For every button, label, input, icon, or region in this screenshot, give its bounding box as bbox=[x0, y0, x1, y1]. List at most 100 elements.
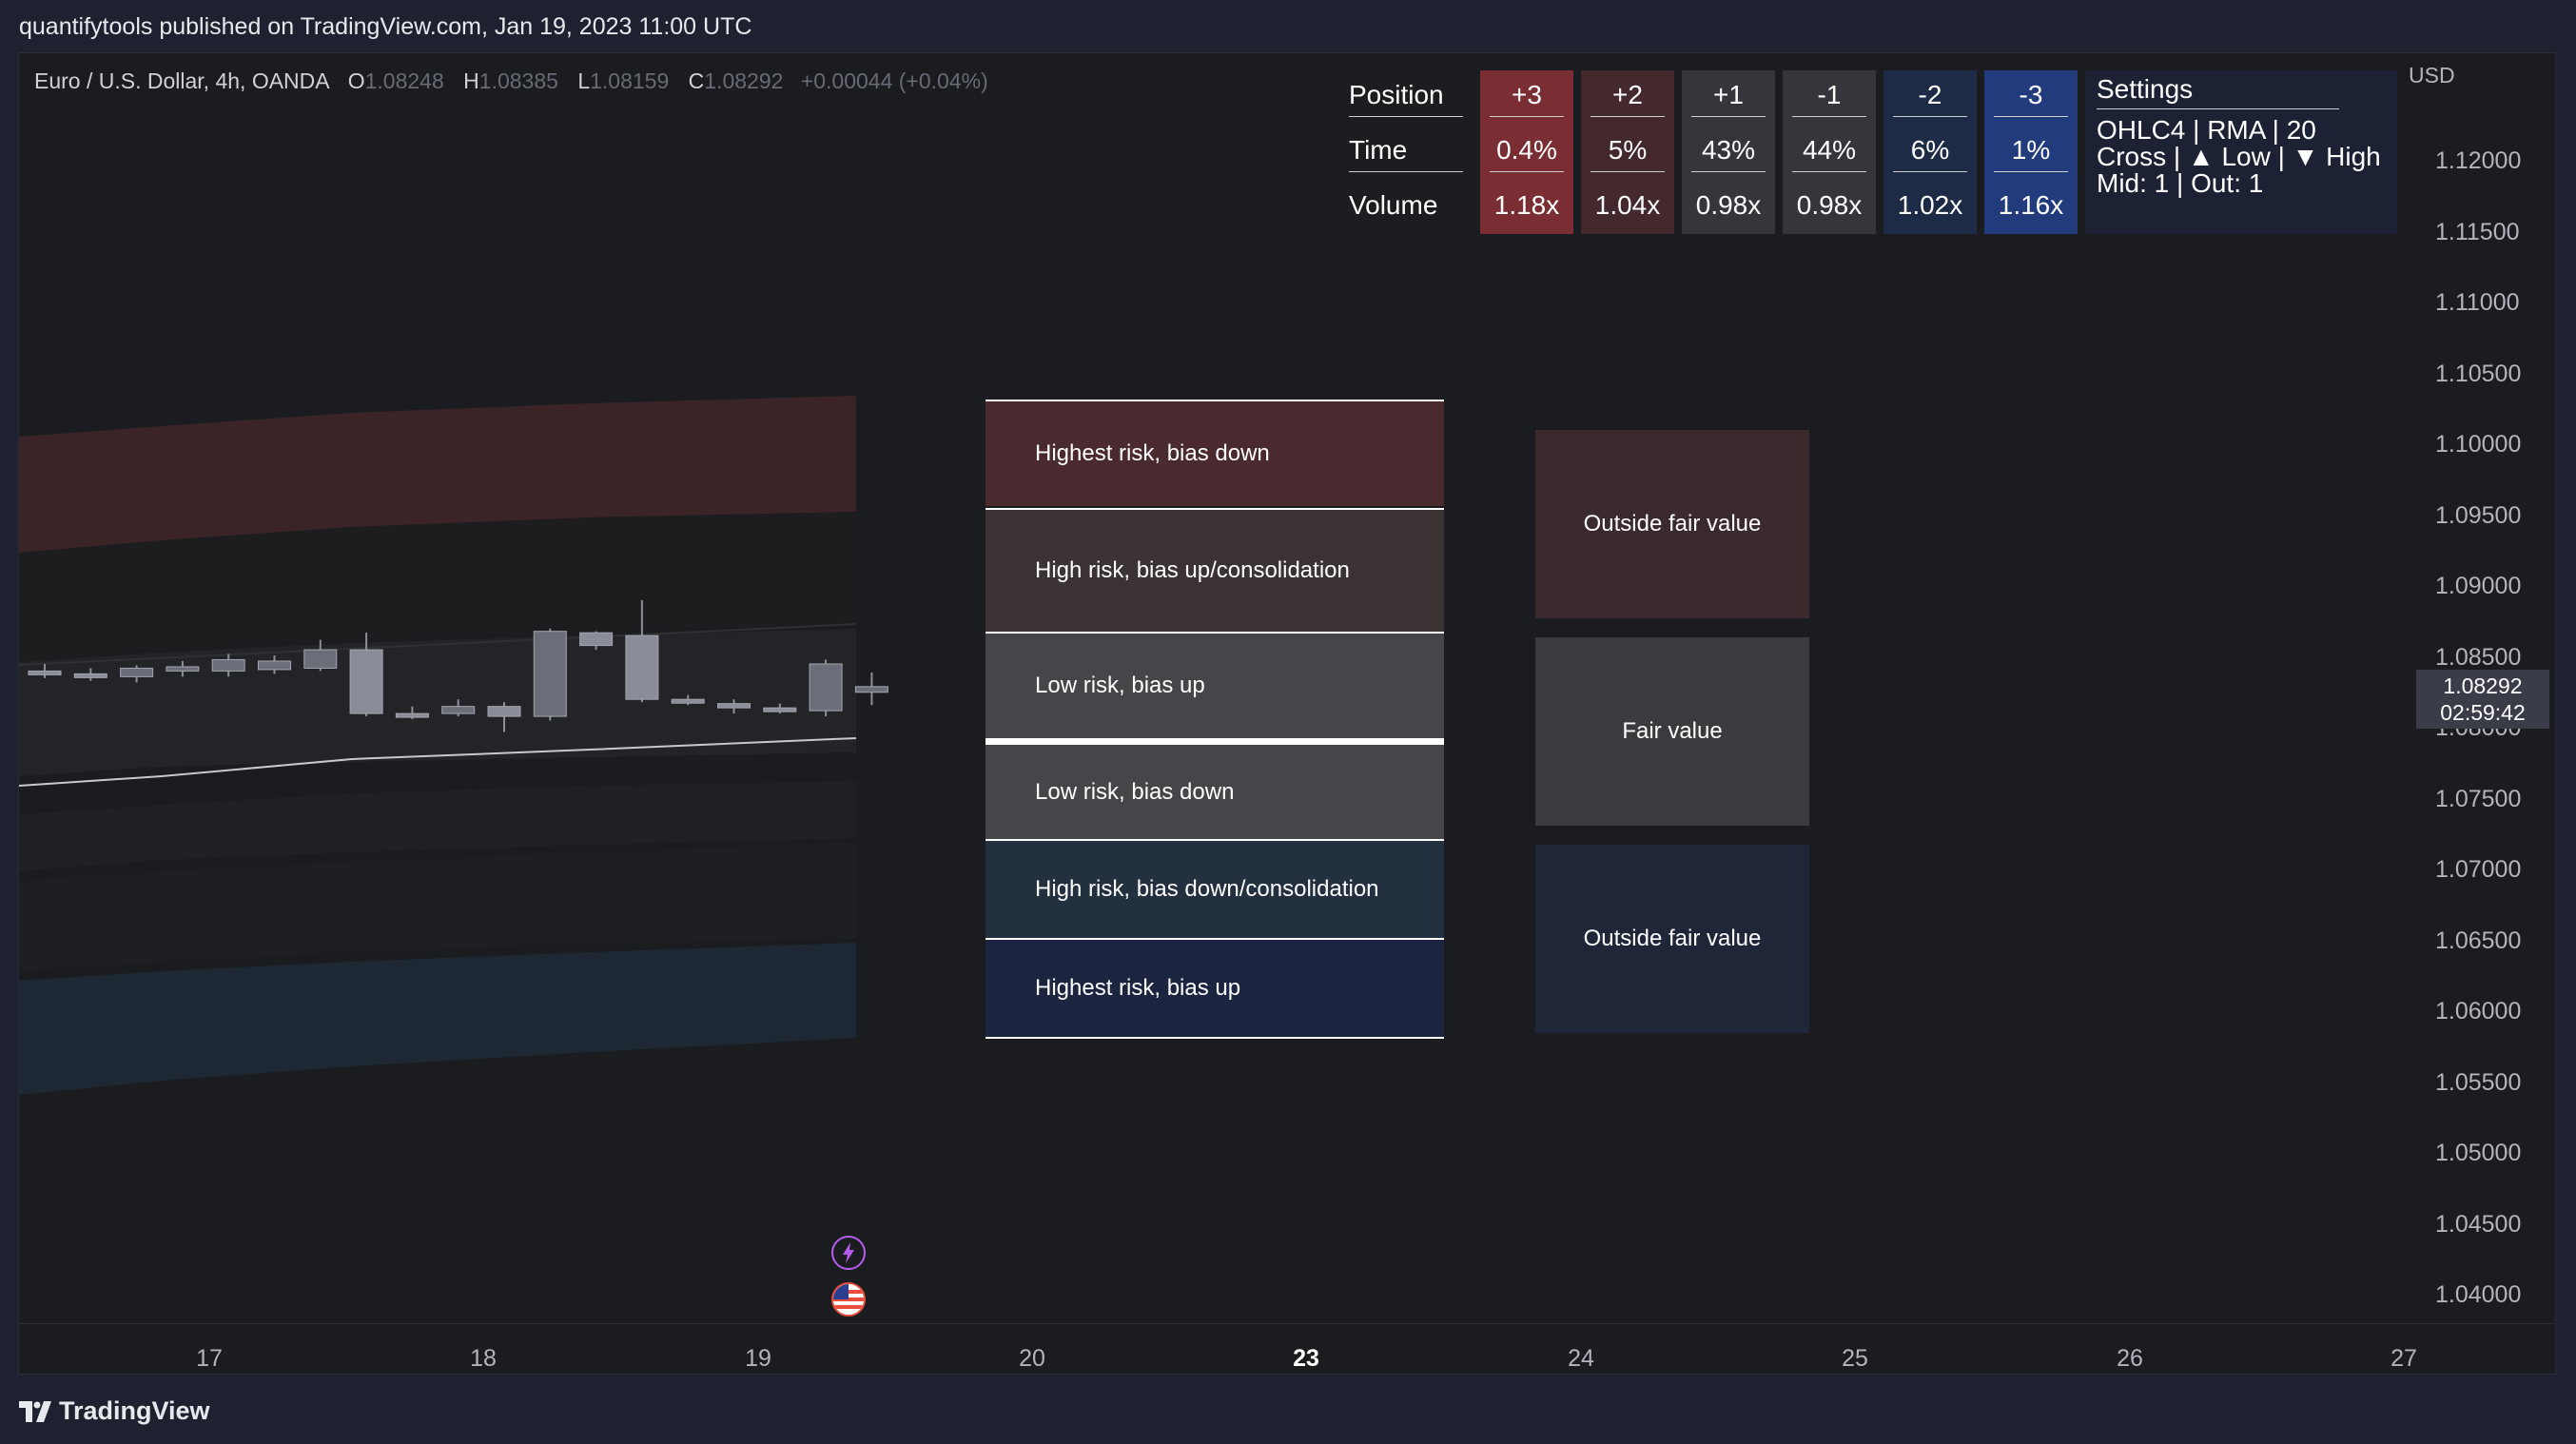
price-tick: 1.07500 bbox=[2435, 785, 2522, 812]
candle[interactable] bbox=[625, 599, 659, 703]
time-tick: 26 bbox=[2117, 1345, 2143, 1372]
fair-value-box: Fair value bbox=[1535, 637, 1809, 826]
candle[interactable] bbox=[120, 665, 154, 683]
time-tick: 23 bbox=[1293, 1345, 1319, 1372]
low-value: 1.08159 bbox=[590, 68, 670, 93]
candle[interactable] bbox=[303, 639, 338, 672]
zone-low-risk-bias-up: Low risk, bias up bbox=[986, 632, 1444, 738]
low-label: L bbox=[577, 68, 591, 93]
row-label-position: Position bbox=[1349, 78, 1463, 117]
stats-col-minus1: -1 44% 0.98x bbox=[1783, 70, 1876, 234]
chart-pane[interactable]: Euro / U.S. Dollar, 4h, OANDA O1.08248 H… bbox=[18, 52, 2556, 1375]
volume-value: 0.98x bbox=[1796, 190, 1863, 220]
candle[interactable] bbox=[533, 628, 567, 721]
currency-label[interactable]: USD bbox=[2409, 63, 2455, 88]
stats-col-plus1: +1 43% 0.98x bbox=[1682, 70, 1775, 234]
price-chart-canvas[interactable] bbox=[19, 53, 2556, 1323]
candle[interactable] bbox=[166, 660, 200, 677]
candle-body bbox=[854, 686, 888, 693]
time-tick: 19 bbox=[745, 1345, 771, 1372]
volume-value: 0.98x bbox=[1695, 190, 1762, 220]
zone-high-risk-bias-up: High risk, bias up/consolidation bbox=[986, 508, 1444, 632]
price-tick: 1.10500 bbox=[2435, 360, 2522, 387]
volume-value: 1.16x bbox=[1998, 190, 2064, 220]
upper-mid-line bbox=[19, 623, 857, 666]
last-price: 1.08292 bbox=[2443, 673, 2523, 698]
mid-band bbox=[19, 629, 856, 776]
upper-inner-band bbox=[19, 512, 856, 662]
candle[interactable] bbox=[487, 702, 521, 732]
candle-body bbox=[166, 666, 200, 672]
zone-label: Low risk, bias up bbox=[1035, 673, 1205, 698]
candle[interactable] bbox=[258, 655, 291, 674]
time-value: 43% bbox=[1691, 133, 1766, 172]
price-tick: 1.04500 bbox=[2435, 1210, 2522, 1238]
stats-table: Position Time Volume +3 0.4% 1.18x +2 5%… bbox=[1339, 70, 2397, 234]
stats-col-minus2: -2 6% 1.02x bbox=[1883, 70, 1977, 234]
brand-name: TradingView bbox=[59, 1396, 210, 1425]
candle[interactable] bbox=[441, 699, 476, 717]
position-value: +2 bbox=[1590, 78, 1665, 117]
candle[interactable] bbox=[809, 659, 843, 717]
volume-value: 1.18x bbox=[1493, 190, 1560, 220]
time-tick: 18 bbox=[470, 1345, 497, 1372]
candle[interactable] bbox=[395, 706, 429, 720]
time-tick: 20 bbox=[1019, 1345, 1045, 1372]
time-tick: 24 bbox=[1568, 1345, 1594, 1372]
candle-body bbox=[763, 707, 797, 712]
price-tick: 1.10000 bbox=[2435, 431, 2522, 458]
price-tick: 1.09500 bbox=[2435, 501, 2522, 529]
close-label: C bbox=[688, 68, 705, 93]
candle-body bbox=[625, 634, 659, 700]
stats-col-plus2: +2 5% 1.04x bbox=[1581, 70, 1674, 234]
symbol-name[interactable]: Euro / U.S. Dollar, 4h, OANDA bbox=[34, 68, 329, 93]
bar-countdown: 02:59:42 bbox=[2440, 700, 2526, 725]
time-axis-divider bbox=[19, 1323, 2555, 1324]
settings-line-mid-out: Mid: 1 | Out: 1 bbox=[2097, 168, 2264, 198]
price-tick: 1.09000 bbox=[2435, 573, 2522, 599]
row-label-time: Time bbox=[1349, 133, 1463, 172]
time-tick: 27 bbox=[2391, 1345, 2417, 1372]
zone-low-risk-bias-down: Low risk, bias down bbox=[986, 738, 1444, 839]
price-tick: 1.06500 bbox=[2435, 927, 2522, 954]
symbol-legend[interactable]: Euro / U.S. Dollar, 4h, OANDA O1.08248 H… bbox=[34, 68, 988, 94]
settings-line-cross: Cross | ▲ Low | ▼ High bbox=[2097, 142, 2381, 171]
price-tick: 1.11000 bbox=[2435, 289, 2520, 316]
candle-body bbox=[211, 658, 245, 672]
candle[interactable] bbox=[671, 694, 705, 706]
price-tick: 1.08500 bbox=[2435, 643, 2522, 671]
position-value: -2 bbox=[1893, 78, 1967, 117]
candle[interactable] bbox=[211, 654, 245, 677]
position-value: +3 bbox=[1490, 78, 1564, 117]
lightning-event-icon[interactable] bbox=[831, 1236, 866, 1270]
candle[interactable] bbox=[763, 703, 797, 714]
stats-col-minus3: -3 1% 1.16x bbox=[1984, 70, 2078, 234]
candle[interactable] bbox=[73, 668, 107, 681]
volume-value: 1.02x bbox=[1897, 190, 1963, 220]
zone-highest-risk-bias-up: Highest risk, bias up bbox=[986, 938, 1444, 1039]
candle-body bbox=[395, 712, 429, 718]
candle-body bbox=[120, 667, 154, 677]
open-value: 1.08248 bbox=[364, 68, 444, 93]
tradingview-logo-icon bbox=[19, 1400, 51, 1422]
candle-body bbox=[441, 706, 476, 714]
candle[interactable] bbox=[717, 699, 751, 714]
zone-high-risk-bias-down: High risk, bias down/consolidation bbox=[986, 839, 1444, 938]
lower-inner-band bbox=[19, 781, 856, 871]
candle[interactable] bbox=[579, 631, 614, 651]
candle-body bbox=[487, 706, 521, 717]
time-value: 6% bbox=[1893, 133, 1967, 172]
tradingview-logo[interactable]: TradingView bbox=[19, 1396, 210, 1426]
close-value: 1.08292 bbox=[704, 68, 784, 93]
fair-value-label: Outside fair value bbox=[1583, 511, 1762, 537]
candle[interactable] bbox=[854, 672, 888, 706]
candle[interactable] bbox=[28, 663, 62, 678]
zone-label: Highest risk, bias down bbox=[1035, 440, 1270, 466]
candle[interactable] bbox=[349, 633, 383, 717]
lower-outer-band bbox=[19, 943, 856, 1095]
zone-highest-risk-bias-down: Highest risk, bias down bbox=[986, 400, 1444, 506]
us-flag-event-icon[interactable] bbox=[831, 1282, 866, 1317]
time-value: 1% bbox=[1994, 133, 2068, 172]
upper-outer-band bbox=[19, 396, 856, 553]
time-value: 5% bbox=[1590, 133, 1665, 172]
